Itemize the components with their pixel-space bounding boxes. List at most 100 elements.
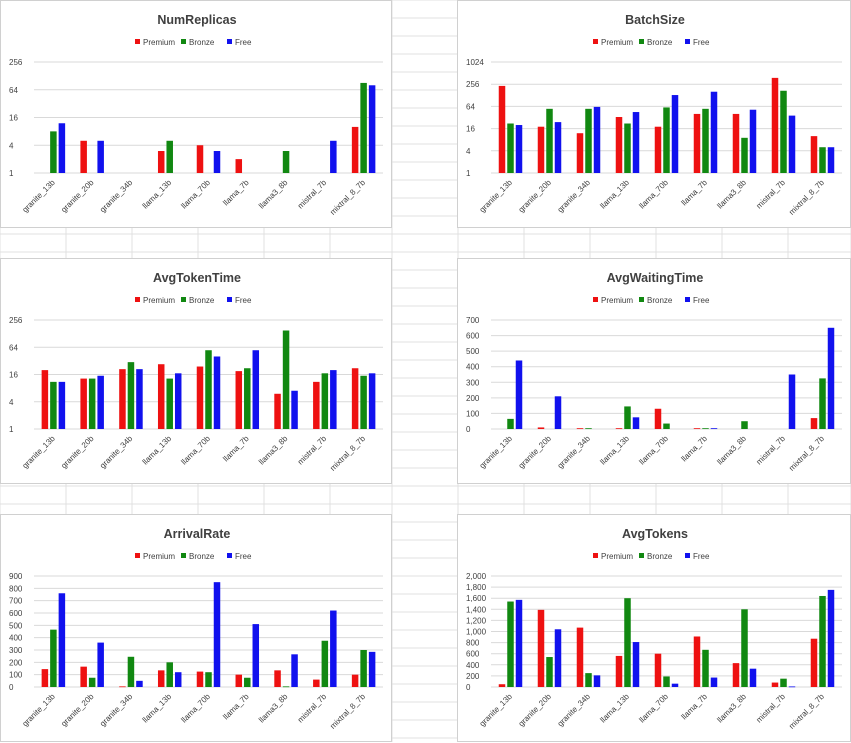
x-tick-label: granite_13b bbox=[478, 692, 515, 729]
x-tick-label: llama_13b bbox=[141, 178, 174, 211]
bar-free-mixtral_8_7b bbox=[827, 147, 835, 173]
bar-premium-granite_20b bbox=[80, 378, 87, 429]
x-tick-label: granite_13b bbox=[478, 434, 515, 471]
bar-free-mistral_7b bbox=[788, 115, 796, 173]
chart-svg: AvgTokenTime Premium Bronze Free 256 64 16 4 1 gr… bbox=[9, 271, 383, 473]
bar-bronze-llama_7b bbox=[702, 428, 709, 430]
bar-bronze-mixtral_8_7b bbox=[819, 595, 826, 687]
bar-free-llama_13b bbox=[632, 417, 640, 429]
x-tick-label: mixtral_8_7b bbox=[787, 178, 826, 217]
y-tick-label: 4 bbox=[9, 398, 14, 407]
chart-avgtokentime[interactable]: AvgTokenTime Premium Bronze Free 256 64 16 4 1 gr… bbox=[0, 258, 392, 484]
bar-bronze-mistral_7b bbox=[321, 640, 329, 687]
bar-bronze-granite_20b bbox=[546, 657, 553, 687]
chart-svg: AvgTokens Premium Bronze Free 2,000 1,800 1,60… bbox=[466, 527, 842, 731]
y-tick-label: 64 bbox=[9, 343, 18, 352]
x-tick-label: granite_20b bbox=[59, 692, 96, 729]
legend-label-free: Free bbox=[235, 38, 252, 47]
bar-bronze-llama_7b bbox=[702, 108, 709, 173]
x-tick-label: llama_70b bbox=[179, 434, 212, 467]
x-tick-label: granite_34b bbox=[98, 692, 135, 729]
chart-avgtokens[interactable]: AvgTokens Premium Bronze Free 2,000 1,800 1,60… bbox=[457, 514, 851, 742]
y-tick-label: 256 bbox=[9, 58, 23, 67]
y-tick-label: 4 bbox=[9, 141, 14, 150]
bar-premium-granite_34b bbox=[119, 369, 126, 429]
x-tick-label: granite_20b bbox=[517, 692, 554, 729]
chart-svg: AvgWaitingTime Premium Bronze Free 700 600 500… bbox=[466, 271, 842, 473]
legend-swatch-premium bbox=[135, 39, 140, 44]
bar-free-llama_7b bbox=[710, 677, 718, 687]
x-tick-label: granite_13b bbox=[21, 178, 58, 215]
bar-premium-granite_13b bbox=[41, 370, 49, 429]
bar-bronze-llama_13b bbox=[624, 406, 631, 429]
bar-premium-mixtral_8_7b bbox=[351, 674, 359, 687]
bar-premium-llama_7b bbox=[693, 636, 701, 687]
bar-free-llama3_8b bbox=[291, 654, 298, 687]
bar-bronze-llama_7b bbox=[244, 368, 251, 429]
chart-numreplicas[interactable]: NumReplicas Premium Bronze Free 256 64 16 4 1 gra… bbox=[0, 0, 392, 228]
y-tick-label: 100 bbox=[9, 671, 23, 680]
bar-free-granite_34b bbox=[593, 675, 601, 687]
y-tick-label: 100 bbox=[466, 409, 480, 418]
bar-premium-mistral_7b bbox=[771, 77, 779, 173]
y-tick-label: 1 bbox=[9, 425, 14, 434]
y-tick-label: 400 bbox=[466, 661, 480, 670]
legend-swatch-premium bbox=[135, 297, 140, 302]
chart-arrivalrate[interactable]: ArrivalRate Premium Bronze Free 900 800 700 600… bbox=[0, 514, 392, 742]
bar-free-granite_34b bbox=[136, 369, 143, 429]
legend-label-bronze: Bronze bbox=[647, 296, 673, 305]
bar-free-granite_20b bbox=[554, 629, 562, 687]
legend-label-premium: Premium bbox=[601, 552, 633, 561]
legend-label-free: Free bbox=[235, 552, 252, 561]
y-tick-label: 200 bbox=[466, 394, 480, 403]
x-tick-label: llama3_8b bbox=[257, 692, 290, 725]
y-tick-label: 800 bbox=[466, 639, 480, 648]
x-tick-label: llama3_8b bbox=[257, 178, 290, 211]
legend-label-premium: Premium bbox=[143, 38, 175, 47]
chart-avgwaitingtime[interactable]: AvgWaitingTime Premium Bronze Free 700 600 500… bbox=[457, 258, 851, 484]
x-tick-label: mistral_7b bbox=[754, 434, 787, 467]
bar-bronze-granite_20b bbox=[88, 378, 96, 429]
bar-free-granite_13b bbox=[58, 381, 66, 429]
x-tick-label: llama_13b bbox=[598, 434, 631, 467]
bar-premium-mixtral_8_7b bbox=[810, 136, 818, 173]
bar-bronze-llama3_8b bbox=[741, 421, 748, 429]
bar-premium-granite_20b bbox=[537, 609, 545, 687]
bar-free-granite_20b bbox=[97, 375, 104, 429]
bar-bronze-llama3_8b bbox=[741, 609, 748, 687]
legend-swatch-free bbox=[227, 297, 232, 302]
x-tick-label: llama_70b bbox=[637, 692, 670, 725]
bar-premium-granite_34b bbox=[576, 428, 584, 430]
y-tick-label: 0 bbox=[9, 683, 14, 692]
bar-bronze-granite_34b bbox=[585, 428, 592, 430]
bar-free-granite_34b bbox=[136, 680, 143, 687]
chart-batchsize[interactable]: BatchSize Premium Bronze Free 1024 256 64 16 4 1 g… bbox=[457, 0, 851, 228]
bar-premium-llama_13b bbox=[615, 117, 623, 173]
bar-free-mistral_7b bbox=[788, 686, 796, 688]
legend-swatch-premium bbox=[593, 39, 598, 44]
legend-swatch-premium bbox=[135, 553, 140, 558]
x-tick-label: granite_34b bbox=[556, 178, 593, 215]
y-tick-label: 300 bbox=[9, 646, 23, 655]
x-tick-label: llama_70b bbox=[179, 178, 212, 211]
x-tick-label: mistral_7b bbox=[754, 692, 787, 725]
bar-premium-granite_20b bbox=[537, 427, 545, 429]
bar-free-llama_7b bbox=[710, 91, 718, 173]
bar-premium-mixtral_8_7b bbox=[810, 638, 818, 687]
x-tick-label: llama_70b bbox=[637, 178, 670, 211]
chart-title: AvgTokenTime bbox=[153, 271, 241, 285]
bar-premium-granite_13b bbox=[498, 684, 506, 687]
bar-premium-mistral_7b bbox=[771, 682, 779, 687]
x-tick-label: granite_20b bbox=[59, 178, 96, 215]
bar-premium-llama_70b bbox=[654, 126, 662, 173]
bar-free-granite_13b bbox=[515, 360, 523, 429]
x-tick-label: llama3_8b bbox=[715, 692, 748, 725]
y-tick-label: 600 bbox=[9, 609, 23, 618]
x-tick-label: llama_70b bbox=[179, 692, 212, 725]
legend-label-premium: Premium bbox=[601, 296, 633, 305]
bar-bronze-mixtral_8_7b bbox=[819, 147, 826, 173]
bar-free-granite_20b bbox=[97, 140, 104, 173]
bar-premium-llama_70b bbox=[196, 671, 204, 687]
x-tick-label: mixtral_8_7b bbox=[787, 692, 826, 731]
